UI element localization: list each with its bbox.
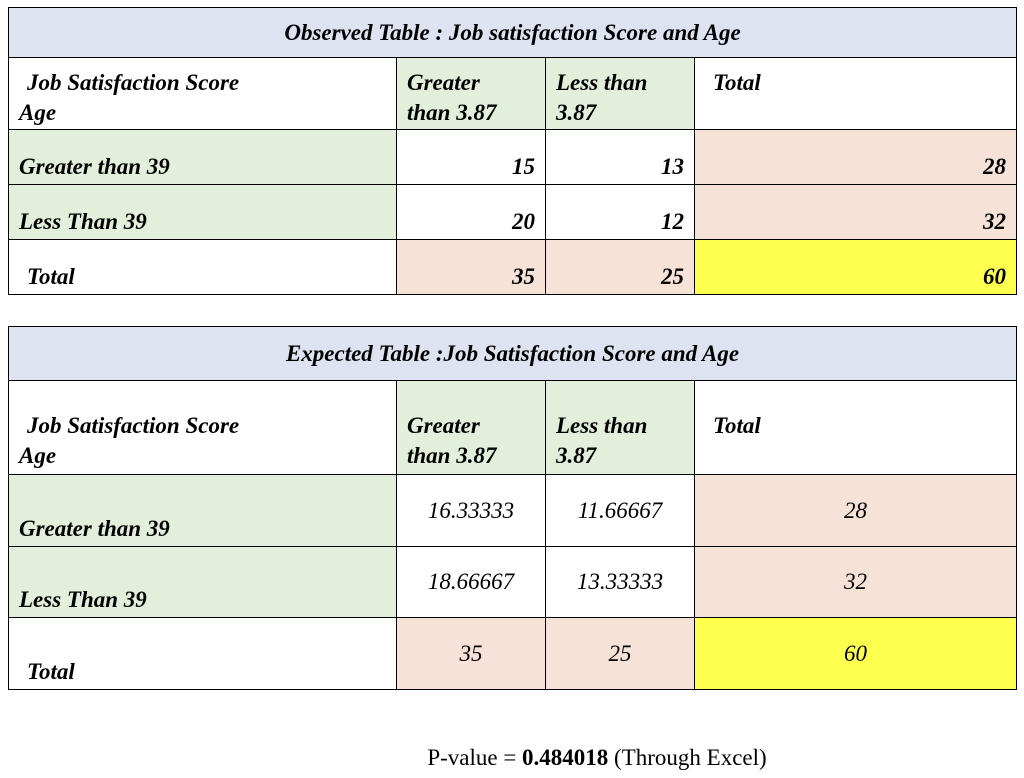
grand-total: 60 (693, 617, 1018, 690)
col-header-greater-line2: than 3.87 (407, 100, 497, 125)
col-header-greater-line1: Greater (407, 70, 480, 95)
cell-value: 13.33333 (545, 546, 695, 618)
table-row: Total 35 25 60 (8, 617, 1018, 690)
row-label: Total (8, 239, 397, 295)
table-row: Less Than 39 18.66667 13.33333 32 (8, 546, 1018, 618)
cell-value: 11.66667 (545, 474, 695, 547)
col-header-greater: Greater than 3.87 (396, 380, 546, 475)
corner-header-age: Age (19, 443, 57, 468)
row-label: Greater than 39 (8, 129, 397, 185)
col-header-less-line2: 3.87 (556, 100, 597, 125)
p-value-prefix: P-value = (427, 745, 523, 770)
cell-value: 12 (545, 184, 695, 240)
col-header-total: Total (693, 57, 1018, 130)
col-header-less-line1: Less than (556, 70, 648, 95)
cell-value: 16.33333 (396, 474, 546, 547)
observed-table: Observed Table : Job satisfaction Score … (7, 7, 1018, 295)
row-label: Total (8, 617, 397, 690)
col-header-greater: Greater than 3.87 (396, 57, 546, 130)
table-row: Greater than 39 16.33333 11.66667 28 (8, 474, 1018, 547)
column-total: 35 (396, 239, 546, 295)
expected-table-title: Expected Table :Job Satisfaction Score a… (7, 326, 1018, 381)
row-total: 32 (693, 546, 1018, 618)
expected-table: Expected Table :Job Satisfaction Score a… (7, 326, 1018, 690)
col-header-less: Less than 3.87 (545, 380, 695, 475)
table-row: Less Than 39 20 12 32 (8, 184, 1018, 240)
corner-header-score: Job Satisfaction Score (27, 70, 240, 95)
row-total: 32 (693, 184, 1018, 240)
row-label: Greater than 39 (8, 474, 397, 547)
table-row: Total 35 25 60 (8, 239, 1018, 295)
cell-value: 20 (396, 184, 546, 240)
cell-value: 15 (396, 129, 546, 185)
grand-total: 60 (693, 239, 1018, 295)
table-row: Greater than 39 15 13 28 (8, 129, 1018, 185)
row-label: Less Than 39 (8, 184, 397, 240)
p-value-line: P-value = 0.484018 (Through Excel) (0, 745, 1024, 771)
column-total: 35 (396, 617, 546, 690)
col-header-less: Less than 3.87 (545, 57, 695, 130)
cell-value: 13 (545, 129, 695, 185)
corner-header-score: Job Satisfaction Score (27, 413, 240, 438)
column-total: 25 (545, 239, 695, 295)
row-total: 28 (693, 474, 1018, 547)
cell-value: 18.66667 (396, 546, 546, 618)
corner-header-age: Age (19, 100, 57, 125)
col-header-greater-line2: than 3.87 (407, 443, 497, 468)
row-total: 28 (693, 129, 1018, 185)
column-total: 25 (545, 617, 695, 690)
col-header-less-line2: 3.87 (556, 443, 597, 468)
corner-header: Job Satisfaction Score Age (8, 380, 397, 475)
corner-header: Job Satisfaction Score Age (8, 57, 397, 130)
p-value-suffix: (Through Excel) (608, 745, 767, 770)
p-value-number: 0.484018 (522, 745, 609, 770)
col-header-greater-line1: Greater (407, 413, 480, 438)
observed-table-title: Observed Table : Job satisfaction Score … (7, 7, 1018, 58)
col-header-total: Total (693, 380, 1018, 475)
col-header-less-line1: Less than (556, 413, 648, 438)
row-label: Less Than 39 (8, 546, 397, 618)
